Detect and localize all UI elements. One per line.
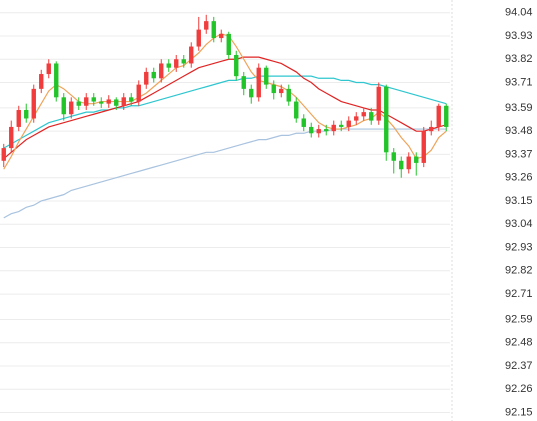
candle-body	[316, 129, 321, 134]
y-tick-label: 93.26	[505, 172, 533, 184]
candle-body	[196, 29, 201, 47]
y-tick-label: 92.71	[505, 288, 533, 300]
y-tick-label: 93.15	[505, 195, 533, 207]
candle-body	[271, 84, 276, 94]
candle-body	[181, 59, 186, 64]
candle-body	[159, 63, 164, 79]
y-tick-label: 93.71	[505, 76, 533, 88]
y-tick-label: 92.93	[505, 241, 533, 253]
candle-body	[279, 88, 284, 94]
candle-body	[91, 97, 96, 102]
moving-average-line	[3, 56, 447, 160]
candle-body	[129, 97, 134, 102]
y-tick-label: 93.59	[505, 102, 533, 114]
candle-body	[136, 84, 141, 102]
candle-body	[324, 129, 329, 132]
candle-body	[174, 59, 179, 68]
candle-body	[99, 101, 104, 104]
candle-body	[294, 101, 299, 119]
candle-body	[429, 126, 434, 132]
candle-body	[376, 86, 381, 121]
candle-body	[151, 71, 156, 79]
y-tick-label: 93.82	[505, 53, 533, 65]
candle-body	[391, 152, 396, 161]
candle-body	[189, 46, 194, 64]
candle-body	[219, 33, 224, 39]
candle-body	[39, 74, 44, 89]
candle-body	[331, 124, 336, 132]
candle-body	[16, 110, 21, 127]
candle-body	[166, 63, 171, 68]
candle-body	[264, 67, 269, 85]
candle-body	[309, 126, 314, 134]
candle-body	[421, 131, 426, 163]
candle-body	[361, 112, 366, 117]
candle-body	[106, 99, 111, 104]
candle-body	[144, 71, 149, 85]
candle-body	[384, 86, 389, 153]
candle-body	[226, 33, 231, 56]
candle-body	[61, 97, 66, 115]
y-tick-label: 92.82	[505, 265, 533, 277]
candle-body	[9, 126, 14, 149]
candle-body	[249, 88, 254, 98]
candle-body	[84, 97, 89, 106]
candle-body	[301, 118, 306, 127]
candle-body	[339, 124, 344, 127]
candle-body	[114, 99, 119, 106]
candle-body	[256, 67, 261, 98]
y-tick-label: 93.37	[505, 148, 533, 160]
candle-body	[46, 63, 51, 75]
candle-body	[346, 120, 351, 127]
candle-body	[69, 101, 74, 115]
moving-average-line	[3, 75, 447, 149]
candle-body	[234, 55, 239, 77]
y-tick-label: 94.04	[505, 7, 533, 19]
candle-body	[31, 88, 36, 119]
candle-body	[211, 21, 216, 39]
candle-body	[286, 88, 291, 102]
y-tick-label: 93.93	[505, 30, 533, 42]
candle-body	[24, 110, 29, 119]
candle-body	[241, 76, 246, 89]
y-tick-label: 92.48	[505, 337, 533, 349]
candle-body	[406, 156, 411, 170]
y-tick-label: 92.59	[505, 313, 533, 325]
candle-body	[354, 116, 359, 121]
candle-body	[444, 105, 449, 127]
y-tick-label: 93.48	[505, 125, 533, 137]
y-tick-label: 92.15	[505, 406, 533, 418]
moving-average-line	[3, 128, 447, 219]
y-tick-label: 93.04	[505, 218, 533, 230]
candle-body	[399, 160, 404, 170]
candle-body	[436, 105, 441, 127]
y-tick-label: 92.37	[505, 360, 533, 372]
candle-body	[121, 97, 126, 106]
candle-body	[76, 101, 81, 106]
candle-body	[369, 112, 374, 121]
y-tick-label: 92.26	[505, 383, 533, 395]
candle-body	[54, 63, 59, 98]
candle-body	[414, 156, 419, 163]
candle-body	[1, 148, 6, 161]
candle-body	[204, 21, 209, 30]
